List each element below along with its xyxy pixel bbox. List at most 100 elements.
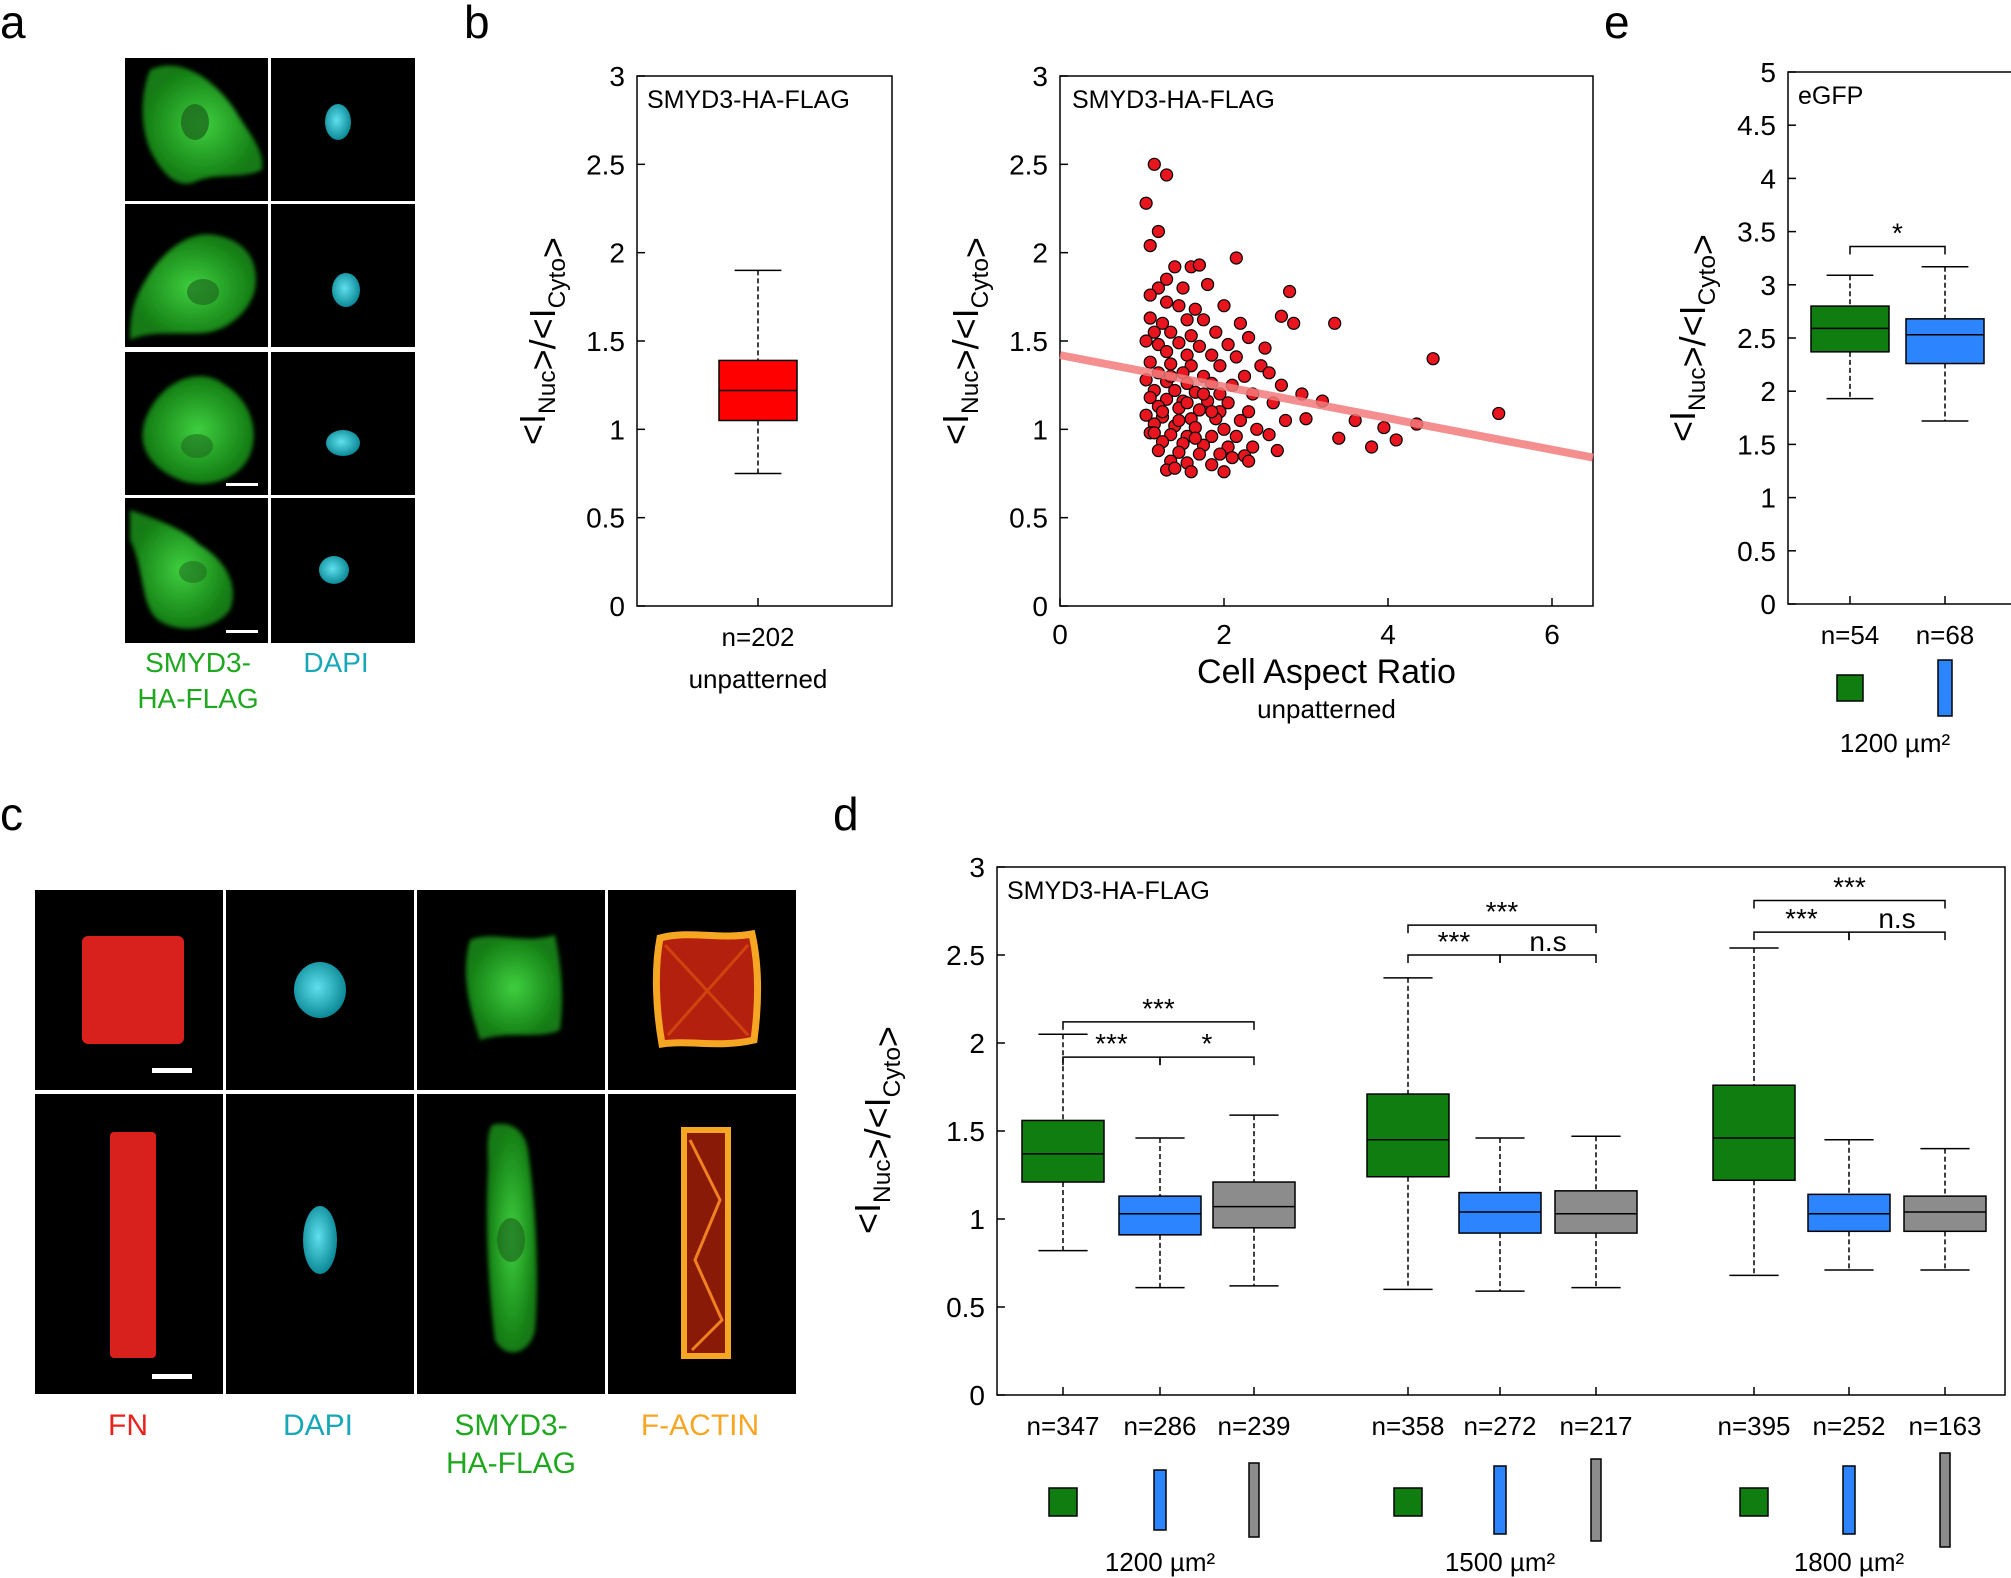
chart-d-box: 0 0.5 1 1.5 2 2.5 3 SMYD3-HA-FLAG n=347 n=286 n=23… bbox=[847, 852, 2006, 1577]
d-pattern-square bbox=[1048, 1487, 1078, 1517]
b-scatter-point bbox=[1164, 428, 1178, 442]
b-scatter-point bbox=[1241, 405, 1256, 419]
d-area-label: 1800 µm² bbox=[1794, 1547, 1905, 1577]
b-box-ytick-label: 1.5 bbox=[586, 326, 625, 357]
b-scatter-point bbox=[1151, 337, 1166, 352]
b-scatter-point bbox=[1258, 341, 1272, 355]
b-scatter-point bbox=[1184, 329, 1198, 343]
e-box-sig-bracket bbox=[1849, 245, 1946, 255]
d-box-box bbox=[1458, 1191, 1542, 1234]
b-scatter-point bbox=[1159, 345, 1174, 359]
b-scatter-point bbox=[1172, 413, 1186, 428]
scale-bar-a1 bbox=[226, 483, 258, 486]
panel-label-d: d bbox=[833, 788, 859, 840]
cell-green-3 bbox=[142, 376, 254, 484]
d-box-sig-label: *** bbox=[1785, 903, 1818, 934]
b-scatter-point bbox=[1328, 316, 1342, 330]
fn-square bbox=[82, 936, 184, 1044]
b-scatter-point bbox=[1241, 454, 1256, 468]
d-box-sig-label: n.s bbox=[1529, 926, 1566, 957]
b-scatter-ytick-label: 0.5 bbox=[1009, 503, 1048, 534]
b-scatter-point bbox=[1192, 447, 1207, 461]
c-label-smyd3-line1: SMYD3- bbox=[454, 1409, 567, 1442]
b-scatter-point bbox=[1241, 330, 1256, 345]
d-box-sig-label: *** bbox=[1833, 871, 1866, 902]
b-scatter-point bbox=[1270, 443, 1284, 458]
e-box-ytick-label: 4.5 bbox=[1737, 110, 1776, 141]
d-box-box bbox=[1366, 1093, 1450, 1178]
d-box-ytick-label: 0.5 bbox=[946, 1292, 985, 1323]
b-scatter-point bbox=[1180, 396, 1194, 410]
b-scatter-point bbox=[1287, 316, 1301, 330]
b-scatter-point bbox=[1151, 224, 1166, 239]
b-scatter-point bbox=[1192, 258, 1207, 272]
c-label-dapi: DAPI bbox=[283, 1409, 353, 1442]
b-scatter-point bbox=[1180, 313, 1194, 327]
b-box-n-label: n=202 bbox=[721, 622, 794, 652]
b-scatter-point bbox=[1205, 429, 1219, 443]
b-scatter-point bbox=[1139, 196, 1153, 210]
d-box-n-label: n=239 bbox=[1217, 1411, 1290, 1441]
d-box-n-label: n=217 bbox=[1559, 1411, 1632, 1441]
d-box-n-label: n=163 bbox=[1908, 1411, 1981, 1441]
e-box-ytick-label: 0.5 bbox=[1737, 536, 1776, 567]
d-box-sig-bracket bbox=[1753, 899, 1946, 909]
d-box-sig-bracket bbox=[1062, 1021, 1255, 1030]
c-cell-green-1 bbox=[465, 935, 563, 1040]
scale-bar-c1 bbox=[152, 1068, 192, 1073]
d-box-sig-bracket bbox=[1407, 924, 1597, 934]
e-box-ylabel: <INuc>/<ICyto> bbox=[1662, 234, 1723, 442]
a-label-smyd3-line1: SMYD3- bbox=[145, 647, 251, 678]
d-box-sig-label: *** bbox=[1095, 1028, 1128, 1059]
e-box-ytick-label: 3.5 bbox=[1737, 217, 1776, 248]
b-scatter-point bbox=[1233, 316, 1248, 330]
d-box-sig-label: *** bbox=[1486, 896, 1519, 927]
e-box-ytick-label: 2 bbox=[1760, 376, 1776, 407]
fn-rectangle bbox=[110, 1132, 156, 1358]
b-scatter-point bbox=[1217, 422, 1231, 436]
b-scatter-xtick-label: 4 bbox=[1380, 619, 1396, 650]
chart-b-box: 0 0.5 1 1.5 2 2.5 3 SMYD3-HA-FLAG n=202 <INuc>/<I… bbox=[512, 61, 893, 694]
b-scatter-ytick-label: 2.5 bbox=[1009, 149, 1048, 180]
d-box-box bbox=[1021, 1119, 1105, 1183]
d-box-box bbox=[1712, 1084, 1796, 1182]
d-pattern-rectangle bbox=[1493, 1465, 1507, 1535]
b-scatter-point bbox=[1188, 302, 1202, 316]
b-scatter-point bbox=[1229, 429, 1243, 443]
e-box-sig-label: * bbox=[1892, 217, 1903, 248]
b-scatter-point bbox=[1246, 440, 1260, 454]
b-scatter-point bbox=[1155, 405, 1170, 419]
b-scatter-point bbox=[1196, 313, 1211, 327]
d-box-ytick-label: 2.5 bbox=[946, 940, 985, 971]
b-scatter-xtick-label: 6 bbox=[1544, 619, 1560, 650]
b-scatter-point bbox=[1164, 357, 1178, 371]
e-box-ytick-label: 5 bbox=[1760, 57, 1776, 88]
panel-label-c: c bbox=[0, 788, 23, 840]
d-box-sig-label: *** bbox=[1438, 926, 1471, 957]
b-scatter-point bbox=[1262, 428, 1276, 442]
b-scatter-point bbox=[1147, 325, 1161, 339]
d-box-ytick-label: 1 bbox=[969, 1204, 985, 1235]
e-area-label: 1200 µm² bbox=[1840, 728, 1951, 758]
b-box-ytick-label: 0.5 bbox=[586, 503, 625, 534]
b-scatter-fit-line bbox=[1059, 351, 1594, 462]
b-scatter-point bbox=[1176, 281, 1190, 295]
panel-label-e: e bbox=[1604, 0, 1630, 48]
e-box-ytick-label: 4 bbox=[1760, 163, 1776, 194]
e-box-ytick-label: 2.5 bbox=[1737, 323, 1776, 354]
b-scatter-point bbox=[1217, 465, 1231, 479]
b-scatter-point bbox=[1168, 461, 1182, 475]
b-scatter-point bbox=[1159, 295, 1174, 309]
nucleus-4 bbox=[319, 556, 349, 584]
e-box-n-label: n=68 bbox=[1916, 620, 1975, 650]
b-scatter-point bbox=[1205, 458, 1219, 472]
b-scatter-xtick-label: 0 bbox=[1052, 619, 1068, 650]
b-scatter-point bbox=[1196, 387, 1211, 401]
nucleus-2 bbox=[332, 273, 360, 307]
b-box-ytick-label: 2 bbox=[609, 238, 625, 269]
b-scatter-point bbox=[1254, 359, 1268, 373]
c-label-factin: F-ACTIN bbox=[641, 1409, 759, 1442]
d-box-box bbox=[1118, 1195, 1202, 1236]
b-scatter-point bbox=[1209, 325, 1223, 339]
d-pattern-square bbox=[1739, 1487, 1769, 1517]
